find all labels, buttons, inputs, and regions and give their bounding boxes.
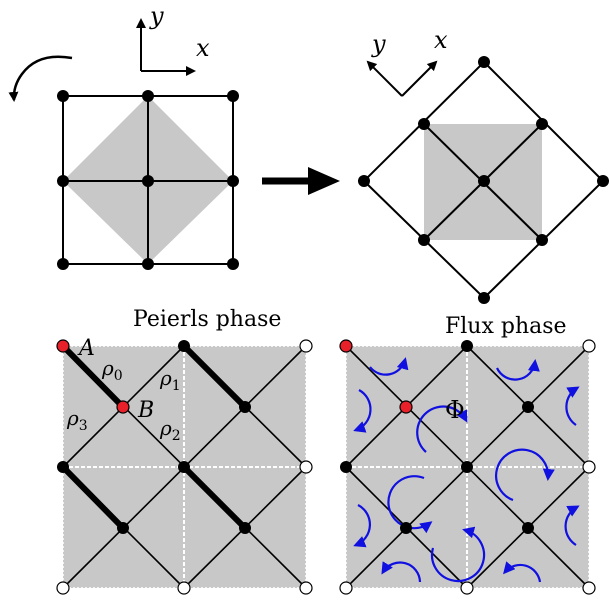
site-b-label: B: [137, 398, 154, 423]
flux-arrow-bottom-2: [503, 561, 542, 583]
axis-y-label: y: [149, 2, 164, 30]
flux-arrow-right-2: [564, 505, 580, 546]
rotated-lattice-panel: y x: [358, 26, 609, 304]
square-lattice-panel: y x: [8, 2, 239, 270]
flux-title: Flux phase: [445, 314, 567, 339]
flux-arrow-top-2: [496, 359, 540, 381]
axis-y-label: y: [371, 30, 386, 58]
flux-arrows: [353, 357, 580, 583]
site-a-label: A: [77, 336, 95, 361]
peierls-phase-panel: Peierls phase: [56, 307, 313, 595]
rho1-label: ρ1: [159, 366, 181, 394]
phi-label: Φ: [445, 396, 465, 424]
rho0-label: ρ0: [101, 356, 123, 384]
peierls-strong-bonds: [60, 343, 248, 531]
site-b-marker: [116, 400, 130, 414]
flux-arrow-center-2: [495, 448, 555, 502]
axis-x-label: x: [434, 26, 448, 54]
axes-top-right: y x: [366, 26, 448, 97]
axis-x-label: x: [196, 34, 210, 62]
flux-arrow-left-2: [353, 504, 371, 548]
axes-top-left: y x: [136, 2, 210, 76]
site-a-marker: [56, 339, 70, 353]
flux-arrow-left-1: [353, 389, 372, 433]
rho3-label: ρ3: [66, 406, 88, 434]
right-arrow-icon: [262, 167, 340, 195]
flux-arrow-center-1: [416, 405, 468, 453]
flux-sites: [339, 339, 596, 595]
flux-arrow-bottom-1: [381, 561, 422, 583]
peierls-sites: [56, 339, 313, 595]
flux-phase-panel: Flux phase: [339, 314, 596, 595]
flux-arrow-top-1: [369, 357, 409, 376]
square-lattice-sites: [57, 90, 239, 270]
rho2-label: ρ2: [159, 416, 181, 444]
peierls-title: Peierls phase: [133, 307, 281, 332]
rotate-arrow-icon: [8, 55, 73, 102]
flux-arrow-center-3: [387, 475, 433, 534]
flux-arrow-right-1: [565, 386, 580, 426]
flux-arrow-center-4: [430, 526, 486, 583]
rotated-lattice-sites: [358, 56, 609, 304]
